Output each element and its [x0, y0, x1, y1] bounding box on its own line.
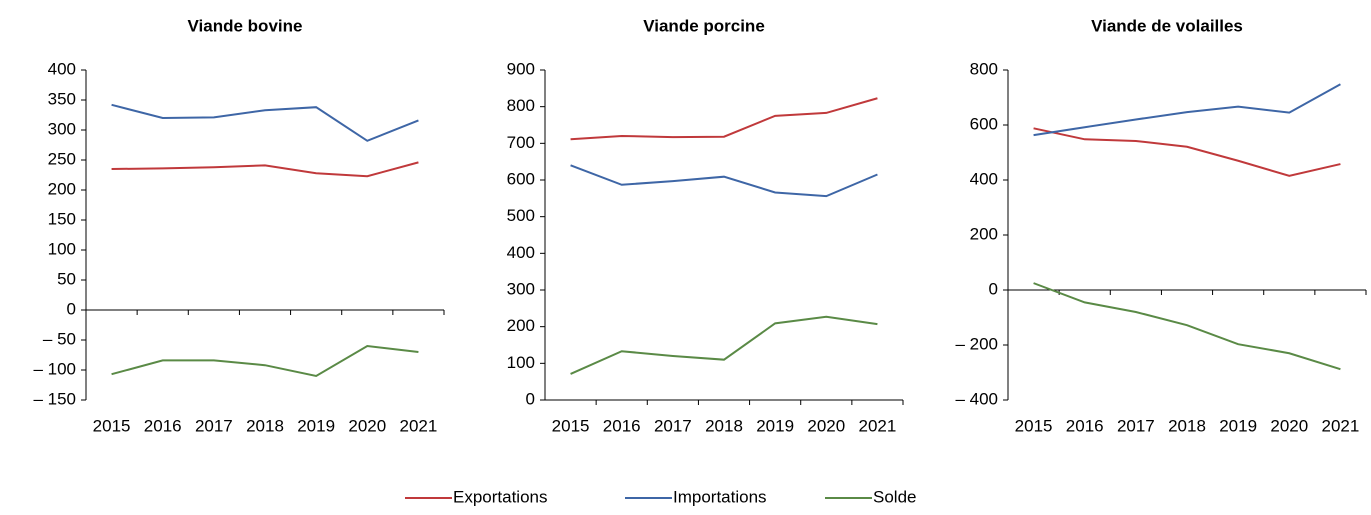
series-line: [1033, 83, 1341, 137]
series-line: [1033, 282, 1341, 371]
legend-label: Solde: [873, 487, 916, 506]
x-tick-label: 2018: [1168, 416, 1206, 435]
x-tick-label: 2019: [1219, 416, 1257, 435]
y-tick-label: 0: [526, 389, 535, 408]
x-tick-label: 2019: [756, 416, 794, 435]
y-tick-label: 400: [507, 243, 535, 262]
y-tick-label: – 100: [33, 359, 76, 378]
y-tick-label: 200: [48, 179, 76, 198]
legend-label: Exportations: [453, 487, 548, 506]
x-tick-label: 2020: [807, 416, 845, 435]
x-tick-label: 2017: [195, 416, 233, 435]
x-tick-label: 2018: [246, 416, 284, 435]
y-tick-label: 400: [48, 59, 76, 78]
chart-title: Viande porcine: [643, 16, 765, 35]
series-line: [111, 103, 419, 142]
y-tick-label: 600: [507, 169, 535, 188]
x-tick-label: 2017: [654, 416, 692, 435]
x-tick-label: 2018: [705, 416, 743, 435]
legend-label: Importations: [673, 487, 767, 506]
series-line: [570, 164, 878, 198]
y-tick-label: 500: [507, 206, 535, 225]
x-tick-label: 2020: [348, 416, 386, 435]
x-tick-label: 2019: [297, 416, 335, 435]
series-line: [570, 315, 878, 375]
y-tick-label: 0: [989, 279, 998, 298]
chart-title: Viande bovine: [188, 16, 303, 35]
series-line: [570, 97, 878, 141]
x-tick-label: 2016: [1066, 416, 1104, 435]
chart-title: Viande de volailles: [1091, 16, 1243, 35]
y-tick-label: 600: [970, 114, 998, 133]
series-line: [111, 161, 419, 178]
series-line: [111, 344, 419, 378]
y-tick-label: – 50: [43, 329, 76, 348]
y-tick-label: 800: [507, 96, 535, 115]
y-tick-label: 250: [48, 149, 76, 168]
y-tick-label: 300: [507, 279, 535, 298]
y-tick-label: 200: [970, 224, 998, 243]
y-tick-label: 350: [48, 89, 76, 108]
y-tick-label: 200: [507, 316, 535, 335]
x-tick-label: 2016: [603, 416, 641, 435]
y-tick-label: – 150: [33, 389, 76, 408]
x-tick-label: 2015: [1015, 416, 1053, 435]
y-tick-label: 700: [507, 133, 535, 152]
y-tick-label: 400: [970, 169, 998, 188]
x-tick-label: 2017: [1117, 416, 1155, 435]
y-tick-label: 300: [48, 119, 76, 138]
x-tick-label: 2021: [400, 416, 438, 435]
x-tick-label: 2015: [93, 416, 131, 435]
x-tick-label: 2021: [859, 416, 897, 435]
series-line: [1033, 127, 1341, 177]
x-tick-label: 2015: [552, 416, 590, 435]
y-tick-label: 900: [507, 59, 535, 78]
y-tick-label: 150: [48, 209, 76, 228]
y-tick-label: – 400: [955, 389, 998, 408]
x-tick-label: 2021: [1322, 416, 1360, 435]
x-tick-label: 2020: [1270, 416, 1308, 435]
y-tick-label: 800: [970, 59, 998, 78]
y-tick-label: 100: [48, 239, 76, 258]
y-tick-label: 0: [67, 299, 76, 318]
x-tick-label: 2016: [144, 416, 182, 435]
y-tick-label: – 200: [955, 334, 998, 353]
y-tick-label: 50: [57, 269, 76, 288]
y-tick-label: 100: [507, 353, 535, 372]
